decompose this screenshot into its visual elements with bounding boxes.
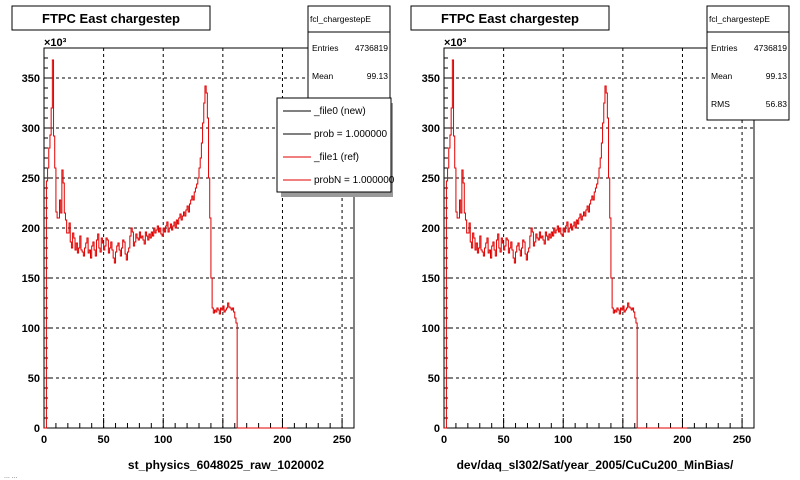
right-stats-label: RMS <box>711 99 730 109</box>
left-stats-value: 99.13 <box>367 71 389 81</box>
right-y-axis: 0 50 100 150 200 250 300 350 <box>422 47 452 435</box>
legend-entry: _file0 (new) <box>313 106 366 117</box>
right-grid <box>444 48 754 428</box>
right-x-tick-label: 200 <box>673 434 691 446</box>
right-y-tick-label: 0 <box>434 423 440 435</box>
left-y-tick-label: 50 <box>28 373 40 385</box>
legend-entry: _file1 (ref) <box>313 152 359 163</box>
right-y-tick-label: 300 <box>422 123 440 135</box>
left-x-tick-label: 100 <box>154 434 172 446</box>
right-y-tick-label: 250 <box>422 173 440 185</box>
left-y-multiplier: ×10³ <box>44 37 67 49</box>
right-x-axis: 0 50 100 150 200 250 <box>441 418 755 446</box>
legend-entry: probN = 1.000000 <box>314 175 395 186</box>
left-x-tick-label: 150 <box>214 434 232 446</box>
right-stats-label: Mean <box>711 71 733 81</box>
left-x-tick-label: 0 <box>41 434 47 446</box>
left-y-tick-label: 0 <box>34 423 40 435</box>
left-x-tick-label: 250 <box>333 434 351 446</box>
left-title-box <box>11 5 211 31</box>
right-stats-value: 4736819 <box>754 43 787 53</box>
right-y-multiplier: ×10³ <box>444 37 467 49</box>
right-stats-box: fcl_chargestepE Entries 4736819 Mean 99.… <box>706 5 790 121</box>
right-y-tick-label: 200 <box>422 223 440 235</box>
left-y-tick-label: 250 <box>22 173 40 185</box>
left-stats-name: fcl_chargestepE <box>310 14 371 24</box>
right-y-tick-label: 150 <box>422 273 440 285</box>
left-ref-histogram-line <box>44 59 288 429</box>
right-x-tick-label: 0 <box>441 434 447 446</box>
left-y-axis: 0 50 100 150 200 250 300 350 <box>22 47 52 435</box>
canvas-footer-text: ... ... <box>4 473 18 480</box>
legend-entry: prob = 1.000000 <box>314 129 388 140</box>
left-stats-label: Entries <box>312 43 338 53</box>
left-x-tick-label: 200 <box>273 434 291 446</box>
right-y-tick-label: 50 <box>428 373 440 385</box>
left-y-tick-label: 150 <box>22 273 40 285</box>
right-x-tick-label: 100 <box>554 434 572 446</box>
left-title: FTPC East chargestep <box>42 11 180 26</box>
left-stats-box: fcl_chargestepE Entries 4736819 Mean 99.… <box>307 5 391 103</box>
left-y-tick-label: 200 <box>22 223 40 235</box>
right-title: FTPC East chargestep <box>441 11 579 26</box>
right-x-tick-label: 50 <box>497 434 509 446</box>
left-x-tick-label: 50 <box>97 434 109 446</box>
left-x-axis: 0 50 100 150 200 250 <box>41 418 355 446</box>
left-y-tick-label: 350 <box>22 73 40 85</box>
left-x-axis-label: st_physics_6048025_raw_1020002 <box>128 458 324 472</box>
right-stats-label: Entries <box>711 43 737 53</box>
right-histogram-panel: FTPC East chargestep ×10³ 0 50 100 150 200 25… <box>410 5 790 472</box>
right-stats-value: 56.83 <box>766 99 788 109</box>
left-histogram-panel: FTPC East chargestep ×10³ 0 50 100 150 200 25… <box>11 5 395 472</box>
right-title-box <box>410 5 610 31</box>
right-ref-histogram-line <box>444 59 688 429</box>
right-x-tick-label: 150 <box>614 434 632 446</box>
left-y-tick-label: 100 <box>22 323 40 335</box>
left-stats-label: Mean <box>312 71 334 81</box>
legend-box: _file0 (new) prob = 1.000000 _file1 (ref… <box>276 97 395 197</box>
left-stats-value: 4736819 <box>355 43 388 53</box>
right-x-axis-label: dev/daq_sl302/Sat/year_2005/CuCu200_MinB… <box>457 458 734 472</box>
right-x-tick-label: 250 <box>733 434 751 446</box>
right-stats-name: fcl_chargestepE <box>709 14 770 24</box>
right-stats-value: 99.13 <box>766 71 788 81</box>
right-y-tick-label: 100 <box>422 323 440 335</box>
left-y-tick-label: 300 <box>22 123 40 135</box>
right-y-tick-label: 350 <box>422 73 440 85</box>
